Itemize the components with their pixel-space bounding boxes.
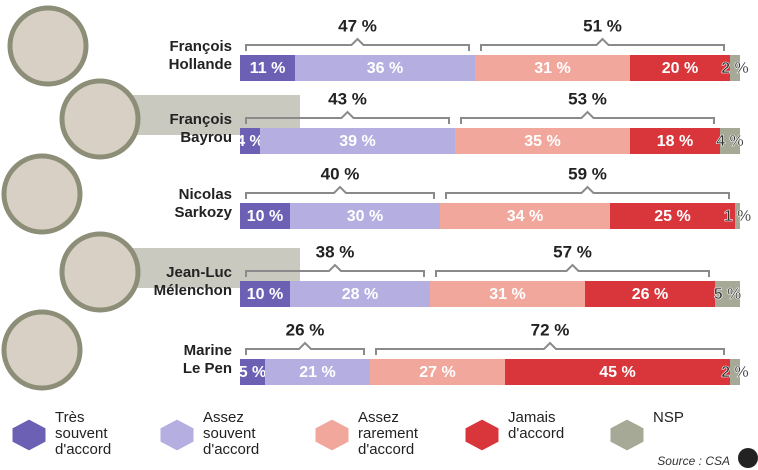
total-bracket [480,37,725,51]
bar-segment [240,359,265,385]
legend-swatch [609,418,645,452]
bar-segment [240,128,260,154]
total-label: 51 % [583,16,622,35]
value-label: 5 % [714,286,742,303]
bar-segment [440,203,610,229]
legend-label: Jamais d'accord [508,409,565,442]
photo [1,309,83,391]
bar-segment [240,203,290,229]
total-label: 47 % [338,16,377,35]
bar-segment [290,203,440,229]
value-label: 35 % [524,133,560,150]
bar-segment [475,55,630,81]
legend-label: NSP [653,409,684,426]
bar-segment [240,55,295,81]
category-label: Marine Le Pen [182,342,232,377]
photo [7,5,89,87]
bar-segment [430,281,585,307]
bar-segment [730,359,740,385]
total-label: 72 % [531,320,570,339]
bar-segment [630,55,730,81]
total-bracket [460,110,715,124]
value-label: 21 % [299,364,335,381]
bar-segment [295,55,475,81]
bar-segment [610,203,735,229]
value-label: 30 % [347,208,383,225]
value-label: 20 % [662,60,698,77]
category-label: Jean-Luc Mélenchon [153,264,232,299]
category-label: Nicolas Sarkozy [174,186,232,221]
total-label: 53 % [568,89,607,108]
bar-segment [735,203,740,229]
total-bracket [245,263,425,277]
total-bracket [245,341,365,355]
value-label: 31 % [534,60,570,77]
value-label: 39 % [339,133,375,150]
bar-segment [720,128,740,154]
value-label: 5 % [239,364,267,381]
value-label: 31 % [489,286,525,303]
bar-segment [715,281,740,307]
value-label: 4 % [716,133,744,150]
value-label: 34 % [507,208,543,225]
value-label: 26 % [632,286,668,303]
bar-segment [585,281,715,307]
total-bracket [245,185,435,199]
value-label: 10 % [247,286,283,303]
total-label: 26 % [286,320,325,339]
total-label: 40 % [321,164,360,183]
photo [59,231,141,313]
value-label: 2 % [721,364,749,381]
value-label: 2 % [721,60,749,77]
photo [1,153,83,235]
total-bracket [445,185,730,199]
value-label: 25 % [654,208,690,225]
source: Source : CSA [657,454,730,468]
total-bracket [245,37,470,51]
bar-segment [260,128,455,154]
legend-swatch [314,418,350,452]
total-label: 38 % [316,242,355,261]
value-label: 10 % [247,208,283,225]
legend-label: Très souvent d'accord [55,409,112,458]
value-label: 27 % [419,364,455,381]
total-label: 43 % [328,89,367,108]
value-label: 4 % [236,133,264,150]
bar-segment [505,359,730,385]
total-label: 59 % [568,164,607,183]
bar-segment [290,281,430,307]
bar-segment [240,281,290,307]
bar-segment [265,359,370,385]
total-bracket [435,263,710,277]
total-bracket [375,341,725,355]
bar-segment [370,359,505,385]
value-label: 18 % [657,133,693,150]
total-bracket [245,110,450,124]
category-label: François Hollande [168,38,232,73]
legend-swatch [159,418,195,452]
value-label: 1 % [724,208,752,225]
bar-segment [630,128,720,154]
legend-swatch [464,418,500,452]
value-label: 28 % [342,286,378,303]
legend-label: Assez rarement d'accord [358,409,419,458]
legend-label: Assez souvent d'accord [203,409,260,458]
logo [738,448,758,468]
bar-segment [730,55,740,81]
bar-segment [455,128,630,154]
photo [59,78,141,160]
category-label: François Bayrou [169,111,232,146]
value-label: 11 % [250,60,286,77]
value-label: 36 % [367,60,403,77]
value-label: 45 % [599,364,635,381]
total-label: 57 % [553,242,592,261]
legend-swatch [11,418,47,452]
